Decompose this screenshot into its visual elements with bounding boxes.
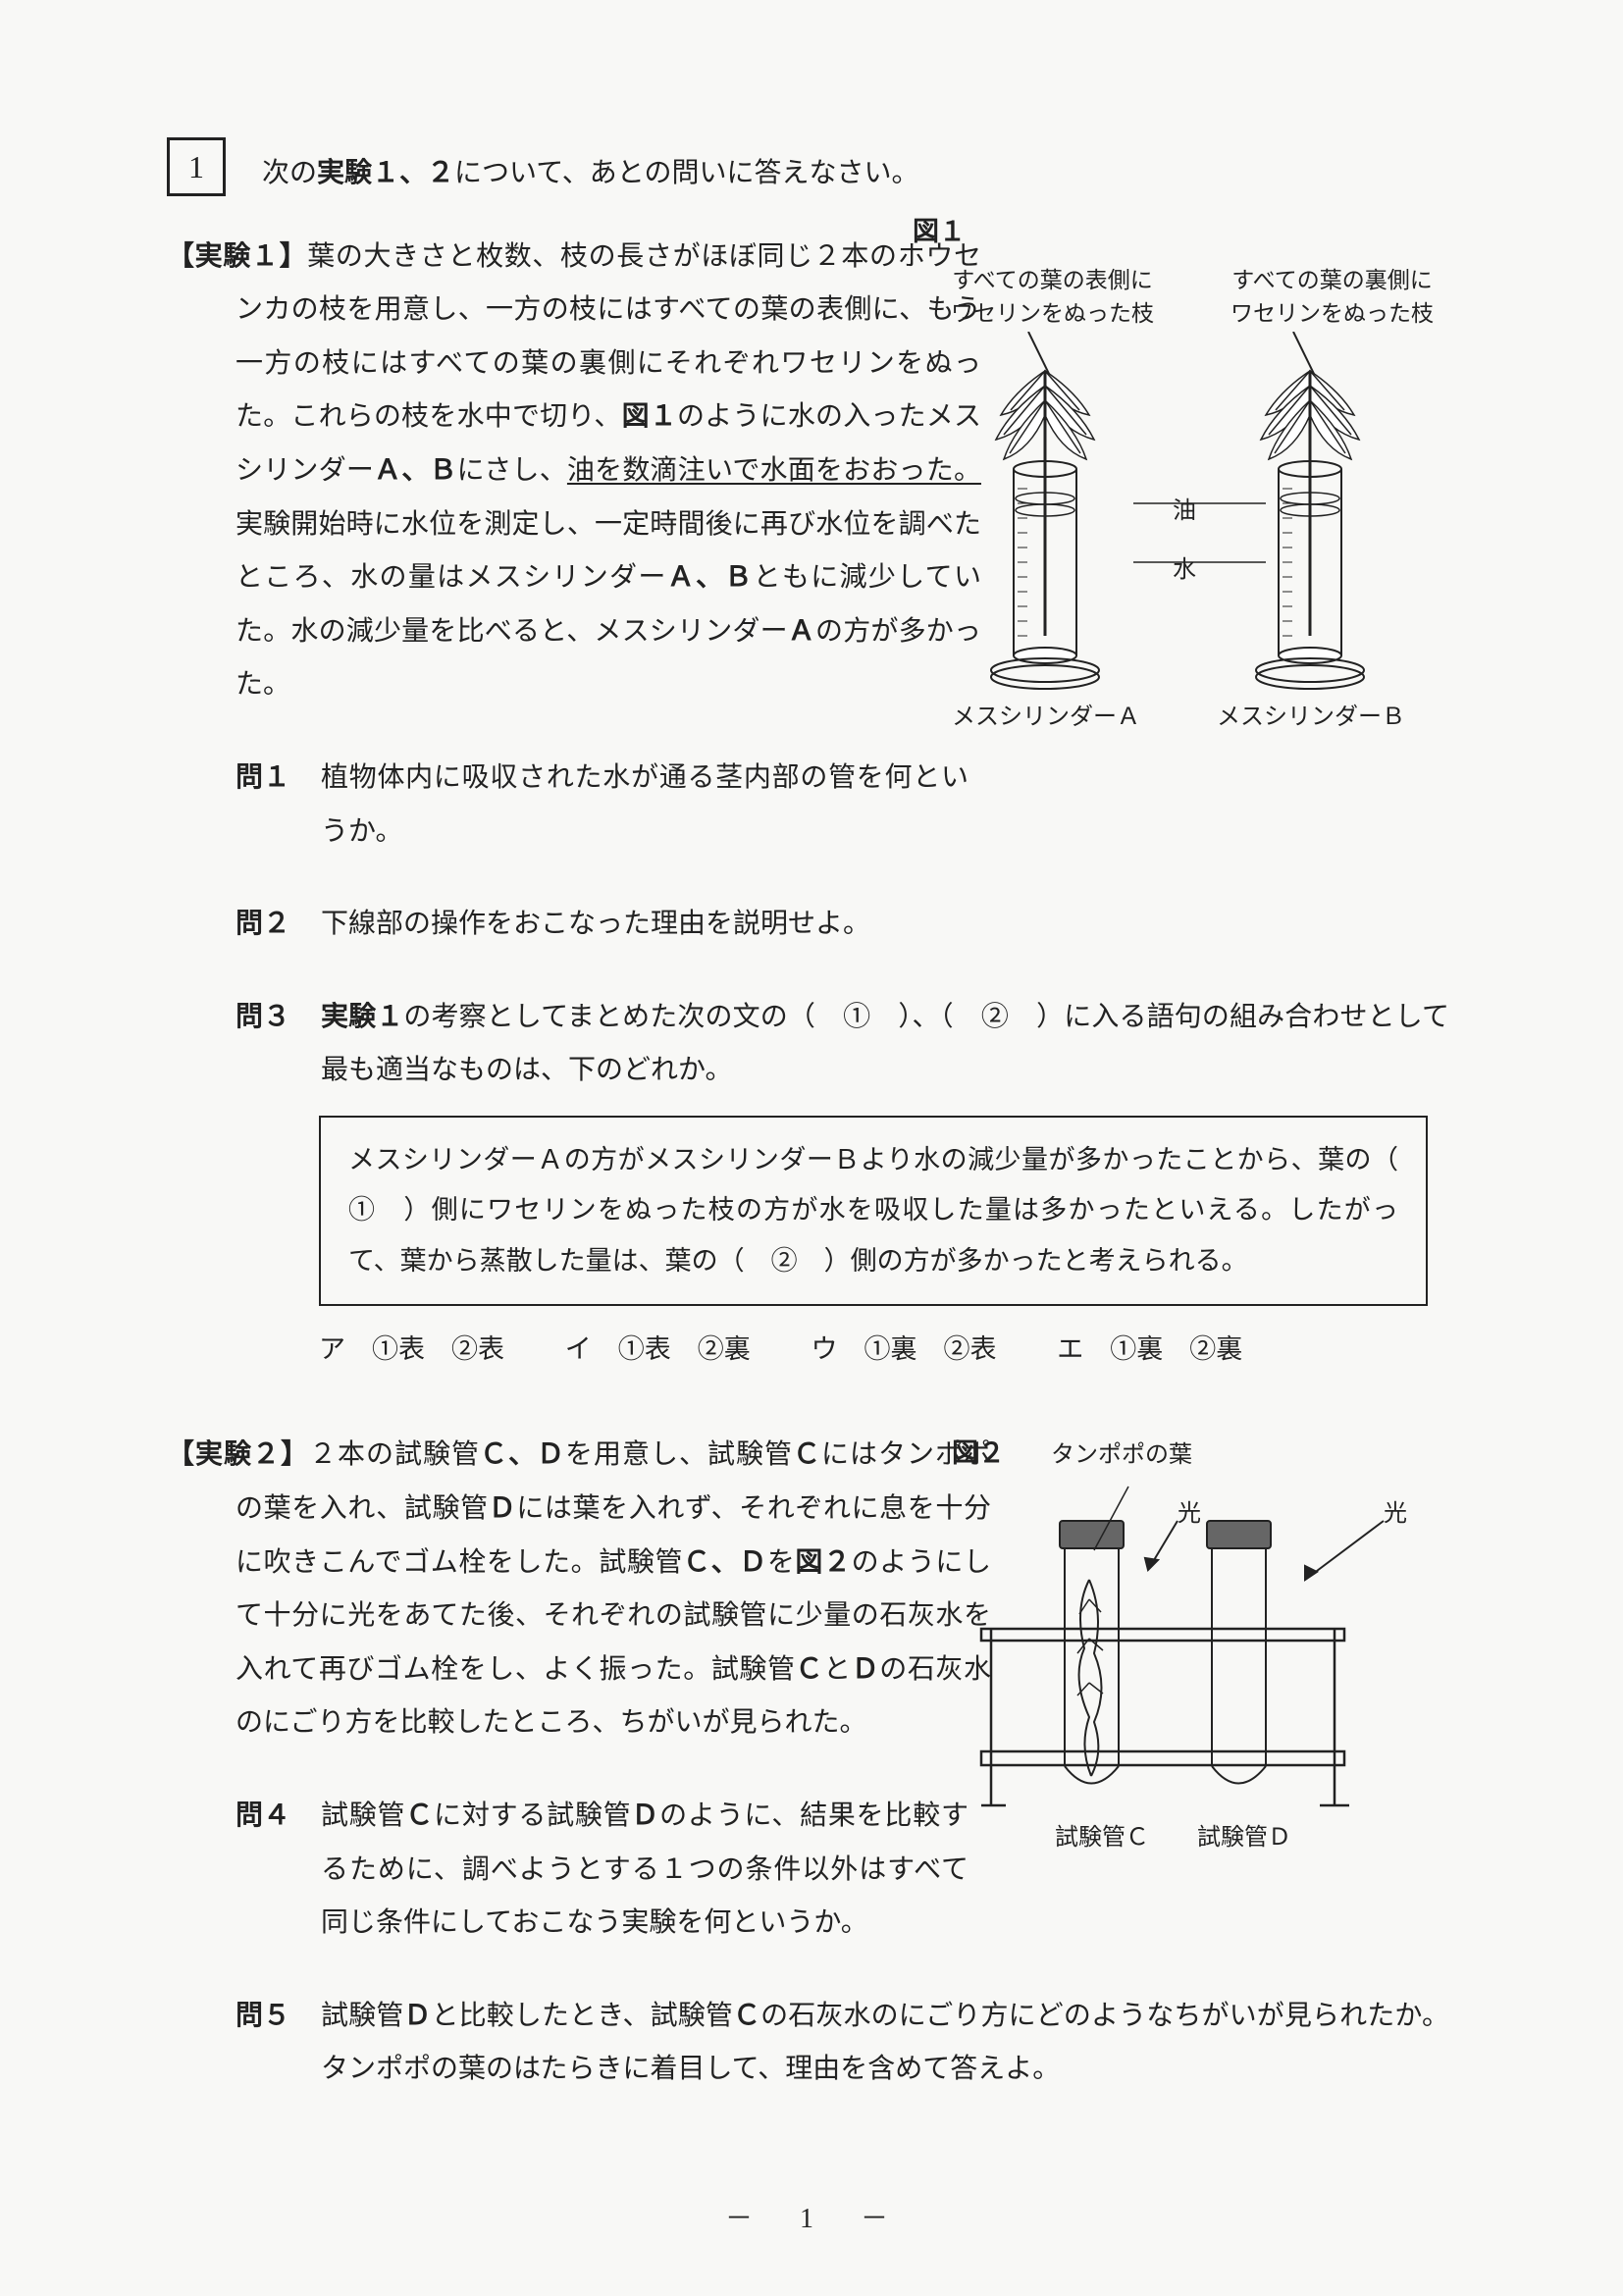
fig2-title: 図２: [952, 1428, 1005, 1480]
exp1-a: Ａ: [788, 616, 815, 647]
q3-choices: ア ①表 ②表 イ ①表 ②裏 ウ ①裏 ②表 エ ①裏 ②裏: [319, 1324, 1456, 1376]
exp1-body: 【実験１】葉の大きさと枚数、枝の長さがほぼ同じ２本のホウセンカの枝を用意し、一方…: [236, 231, 981, 712]
fig1-right-l2: ワセリンをぬった枝: [1230, 301, 1434, 326]
choice-i: イ ①表 ②裏: [565, 1334, 751, 1364]
q4-c: Ｃ: [405, 1800, 434, 1831]
experiment-2: 【実験２】２本の試験管Ｃ、Ｄを用意し、試験管Ｃにはタンポポの葉を入れ、試験管Ｄに…: [236, 1429, 991, 1750]
fig1-title: 図１: [913, 206, 1472, 258]
q4-label: 問４: [236, 1790, 314, 1844]
q4-d: Ｄ: [631, 1800, 659, 1831]
exp2-c2: Ｃ: [796, 1654, 824, 1685]
q2-label: 問２: [236, 898, 314, 952]
fig1-left-label: すべての葉の表側に ワセリンをぬった枝: [913, 264, 1192, 332]
question-1: 問１ 植物体内に吸収された水が通る茎内部の管を何というか。: [236, 752, 1456, 859]
exp2-c1: Ｃ: [793, 1439, 821, 1470]
q5-label: 問５: [236, 1990, 314, 2044]
fig1-diagram: 油 水 メスシリンダーＡ メスシリンダーＢ: [913, 332, 1472, 754]
exp2-cd2: Ｃ、Ｄ: [683, 1547, 767, 1578]
fig1-left-l2: ワセリンをぬった枝: [951, 301, 1154, 326]
q1-text: 植物体内に吸収された水が通る茎内部の管を何というか。: [321, 752, 969, 859]
exp1-label: 【実験１】: [167, 241, 307, 272]
fig1-cylB-label: メスシリンダーＢ: [1217, 695, 1405, 741]
q3-text: 実験１の考察としてまとめた次の文の（ ① ）、（ ② ）に入る語句の組み合わせと…: [321, 991, 1449, 1098]
fig2-svg: [952, 1482, 1462, 1854]
exp1-fig1-ref: 図１: [622, 401, 677, 432]
q4-mid1: に対する試験管: [434, 1800, 631, 1831]
exp2-pre: ２本の試験管: [309, 1439, 480, 1470]
fig2-tubeD-label: 試験管Ｄ: [1197, 1815, 1291, 1861]
figure-1: 図１ すべての葉の表側に ワセリンをぬった枝 すべての葉の裏側に ワセリンをぬっ…: [913, 206, 1472, 754]
q5-text: 試験管Ｄと比較したとき、試験管Ｃの石灰水のにごり方にどのようなちがいが見られたか…: [321, 1990, 1449, 2097]
fig2-tubeC-label: 試験管Ｃ: [1055, 1815, 1149, 1861]
exp2-mid6: と: [823, 1654, 852, 1685]
q5-d: Ｄ: [403, 2001, 431, 2031]
exp2-label: 【実験２】: [167, 1439, 309, 1470]
q5-mid1: と比較したとき、試験管: [432, 2001, 733, 2031]
q1-label: 問１: [236, 752, 314, 806]
exp2-mid4: を: [767, 1547, 796, 1578]
q3-post: の考察としてまとめた次の文の（ ① ）、（ ② ）に入る語句の組み合わせとして最…: [321, 1002, 1449, 1086]
exp1-ab2: Ａ、Ｂ: [667, 562, 754, 593]
q4-text: 試験管Ｃに対する試験管Ｄのように、結果を比較するために、調べようとする１つの条件…: [321, 1790, 969, 1951]
fig2-light-2: 光: [1384, 1491, 1407, 1538]
exp1-mid2: にさし、: [457, 455, 567, 486]
choice-a: ア ①表 ②表: [319, 1334, 504, 1364]
fig1-left-l1: すべての葉の表側に: [952, 268, 1152, 292]
q5-pre: 試験管: [321, 2001, 403, 2031]
exp2-mid1: を用意し、試験管: [565, 1439, 793, 1470]
page-number: － 1 －: [0, 2193, 1623, 2247]
lead-bold: 実験１、２: [317, 158, 454, 188]
problem-header: 1 次の実験１、２について、あとの問いに答えなさい。: [167, 137, 1456, 201]
exp2-fig2-ref: 図２: [795, 1547, 851, 1578]
fig2-diagram: 光 光 試験管Ｃ 試験管Ｄ: [952, 1482, 1462, 1864]
fig1-oil-label: 油: [1173, 489, 1196, 535]
exp2-d1: Ｄ: [489, 1493, 517, 1524]
question-5: 問５ 試験管Ｄと比較したとき、試験管Ｃの石灰水のにごり方にどのようなちがいが見ら…: [236, 1990, 1456, 2097]
exp1-ab1: Ａ、Ｂ: [374, 455, 457, 486]
choice-u: ウ ①裏 ②表: [812, 1334, 997, 1364]
choice-e: エ ①裏 ②裏: [1057, 1334, 1242, 1364]
lead-pre: 次の: [262, 158, 317, 188]
q4-pre: 試験管: [321, 1800, 405, 1831]
fig1-right-label: すべての葉の裏側に ワセリンをぬった枝: [1192, 264, 1472, 332]
fig2-light-1: 光: [1178, 1491, 1201, 1538]
fig2-leaf-label: タンポポの葉: [1051, 1442, 1192, 1468]
question-3: 問３ 実験１の考察としてまとめた次の文の（ ① ）、（ ② ）に入る語句の組み合…: [236, 991, 1456, 1098]
fig1-right-l1: すべての葉の裏側に: [1231, 268, 1432, 292]
lead-text: 次の実験１、２について、あとの問いに答えなさい。: [262, 137, 919, 201]
q5-c: Ｃ: [733, 2001, 760, 2031]
question-2: 問２ 下線部の操作をおこなった理由を説明せよ。: [236, 898, 1456, 952]
problem-number-box: 1: [167, 137, 226, 196]
figure-2: 図２ タンポポの葉: [952, 1428, 1462, 1864]
q3-label: 問３: [236, 991, 314, 1045]
q2-text: 下線部の操作をおこなった理由を説明せよ。: [321, 898, 1449, 952]
exp2-d2: Ｄ: [852, 1654, 880, 1685]
q3-box: メスシリンダーＡの方がメスシリンダーＢより水の減少量が多かったことから、葉の（ …: [319, 1116, 1428, 1306]
fig1-cylA-label: メスシリンダーＡ: [952, 695, 1140, 741]
fig1-water-label: 水: [1173, 548, 1196, 594]
lead-post: について、あとの問いに答えなさい。: [454, 158, 918, 188]
q3-bold: 実験１: [321, 1002, 403, 1032]
exp2-cd1: Ｃ、Ｄ: [480, 1439, 565, 1470]
